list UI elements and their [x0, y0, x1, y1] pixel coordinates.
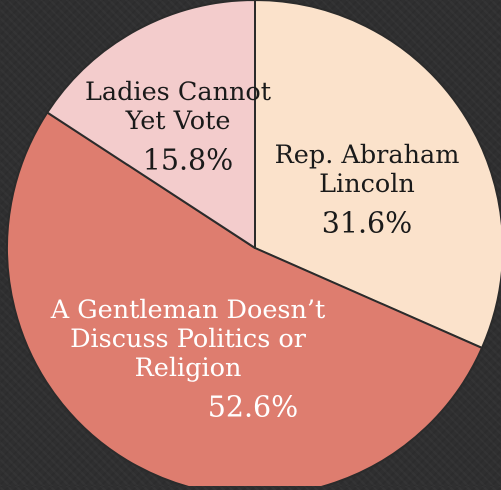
slice-label-2-line-1: Yet Vote	[125, 106, 231, 136]
slice-label-0-line-0: Rep. Abraham	[275, 140, 460, 170]
pie-slice-1	[6, 111, 483, 490]
pie-slice-0	[254, 0, 501, 349]
slice-value-label-1: 52.6%	[208, 391, 299, 424]
slices-layer	[6, 0, 501, 490]
slice-value-label-2: 15.8%	[143, 144, 234, 177]
pie-slice-2	[46, 0, 256, 249]
slice-label-2-line-0: Ladies Cannot	[85, 77, 272, 107]
slice-label-0-line-1: Lincoln	[319, 169, 415, 199]
slice-label-1-line-1: Discuss Politics or	[70, 324, 307, 354]
slice-label-1-line-0: A Gentleman Doesn’t	[50, 295, 326, 325]
slice-value-label-0: 31.6%	[322, 207, 413, 240]
slice-label-1-line-2: Religion	[135, 353, 242, 383]
